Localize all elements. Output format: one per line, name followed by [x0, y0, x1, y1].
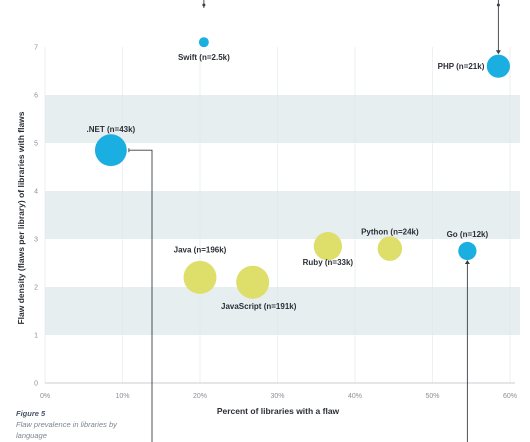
y-tick-label: 3 — [34, 237, 38, 244]
data-label: Ruby (n=33k) — [303, 258, 354, 267]
x-tick-label: 10% — [115, 393, 129, 400]
data-label: .NET (n=43k) — [87, 125, 136, 134]
grid-bands — [45, 95, 520, 335]
figure-number: Figure 5 — [16, 409, 46, 418]
x-tick-label: 60% — [503, 393, 517, 400]
data-label: Swift (n=2.5k) — [178, 53, 230, 62]
y-tick-label: 2 — [34, 285, 38, 292]
data-point — [183, 260, 217, 294]
data-points — [94, 37, 510, 299]
data-label: JavaScript (n=191k) — [221, 302, 297, 311]
y-tick-label: 6 — [34, 93, 38, 100]
x-axis-title: Percent of libraries with a flaw — [217, 406, 340, 416]
data-point — [94, 134, 127, 167]
x-tick-label: 40% — [348, 393, 362, 400]
x-tick-label: 0% — [40, 393, 50, 400]
data-point — [198, 37, 209, 48]
leader-lines — [128, 0, 501, 442]
data-point — [313, 232, 343, 261]
data-label: Go (n=12k) — [447, 230, 489, 239]
data-point — [377, 236, 403, 261]
figure-description: Flaw prevalence in libraries by language — [16, 420, 117, 440]
figure-caption: Figure 5 Flaw prevalence in libraries by… — [16, 408, 136, 442]
y-tick-label: 1 — [34, 333, 38, 340]
x-axis-ticks: 0% 10% 20% 30% 40% 50% 60% — [40, 393, 517, 400]
grid-band — [45, 95, 520, 143]
grid-band — [45, 191, 520, 239]
x-tick-label: 50% — [425, 393, 439, 400]
data-label: Java (n=196k) — [174, 245, 227, 254]
gridlines — [44, 47, 515, 384]
y-tick-label: 0 — [34, 381, 38, 388]
leader-dot — [496, 3, 500, 7]
grid-band — [45, 287, 520, 335]
y-tick-label: 7 — [34, 45, 38, 52]
data-label: PHP (n=21k) — [438, 62, 485, 71]
data-label: Python (n=24k) — [361, 228, 419, 237]
leader-dot — [202, 3, 206, 7]
y-axis-title: Flaw density (flaws per library) of libr… — [16, 111, 26, 324]
leader-net — [128, 149, 153, 442]
data-labels: Swift (n=2.5k) PHP (n=21k) .NET (n=43k) Go … — [87, 53, 489, 311]
y-tick-label: 5 — [34, 141, 38, 148]
y-tick-label: 4 — [34, 189, 38, 196]
x-tick-label: 30% — [270, 393, 284, 400]
data-point — [236, 265, 270, 299]
data-point — [458, 241, 477, 261]
leader-arrowhead — [495, 50, 501, 55]
y-axis-ticks: 0 1 2 3 4 5 6 7 — [34, 45, 38, 388]
leader-arrowhead — [464, 260, 470, 264]
data-point — [486, 54, 510, 78]
x-tick-label: 20% — [193, 393, 207, 400]
